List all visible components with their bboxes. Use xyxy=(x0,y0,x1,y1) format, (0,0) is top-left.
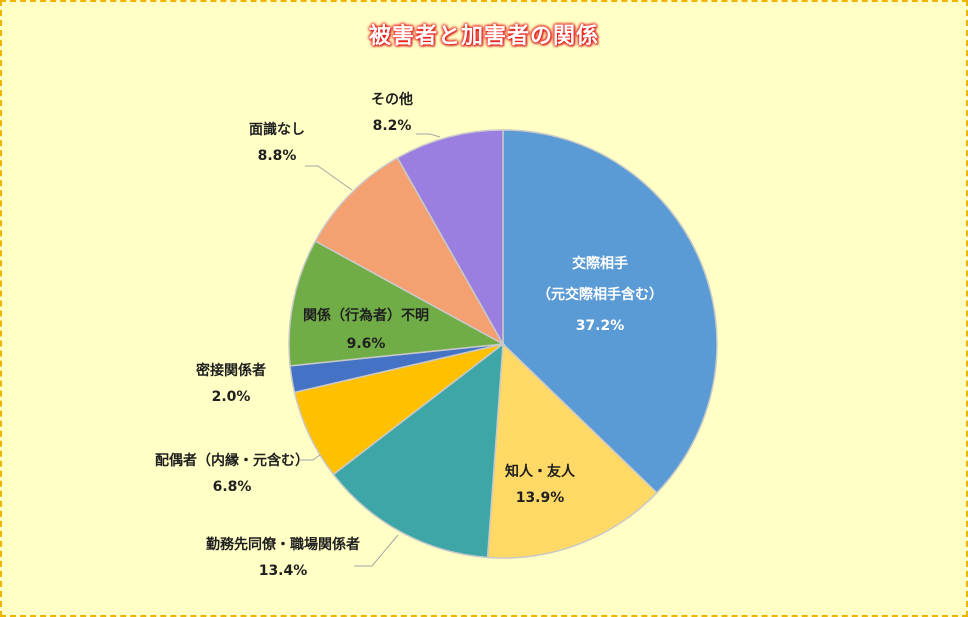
slice-category-label-2: 勤務先同僚・職場関係者 xyxy=(206,536,360,553)
slice-value-label-1: 13.9% xyxy=(516,490,565,506)
slice-category-label-5: 関係（行為者）不明 xyxy=(303,307,429,324)
pie-slice-6 xyxy=(314,156,505,346)
pie-slice-7 xyxy=(396,129,504,347)
leader-line-3 xyxy=(300,454,321,461)
slice-category-label-6: 面識なし xyxy=(249,121,305,138)
pie-slice-1 xyxy=(486,342,658,559)
slice-category-label-3: 配偶者（内縁・元含む） xyxy=(155,452,309,469)
slice-value-label-0: 37.2% xyxy=(576,318,625,334)
pie-slice-2 xyxy=(332,342,504,559)
slice-value-label-3: 6.8% xyxy=(213,479,252,495)
slice-category-label-1: 知人・友人 xyxy=(505,463,576,480)
pie-slice-0 xyxy=(502,129,718,494)
slice-category-label-4: 密接関係者 xyxy=(195,362,266,379)
slice-category-label-7: その他 xyxy=(371,91,413,108)
slice-category-label-0: 交際相手 xyxy=(572,255,628,272)
slice-value-label-2: 13.4% xyxy=(259,563,308,579)
slice-value-label-7: 8.2% xyxy=(373,118,412,134)
slice-value-label-6: 8.8% xyxy=(258,148,297,164)
slice-category-label-0: （元交際相手含む） xyxy=(537,286,663,303)
slice-value-label-4: 2.0% xyxy=(212,389,251,405)
pie-slice-5 xyxy=(288,240,506,367)
slice-value-label-5: 9.6% xyxy=(347,336,386,352)
chart-title: 被害者と加害者の関係 xyxy=(368,24,599,49)
leader-line-6 xyxy=(305,165,353,191)
leader-line-2 xyxy=(354,534,399,567)
leader-line-7 xyxy=(416,133,441,138)
